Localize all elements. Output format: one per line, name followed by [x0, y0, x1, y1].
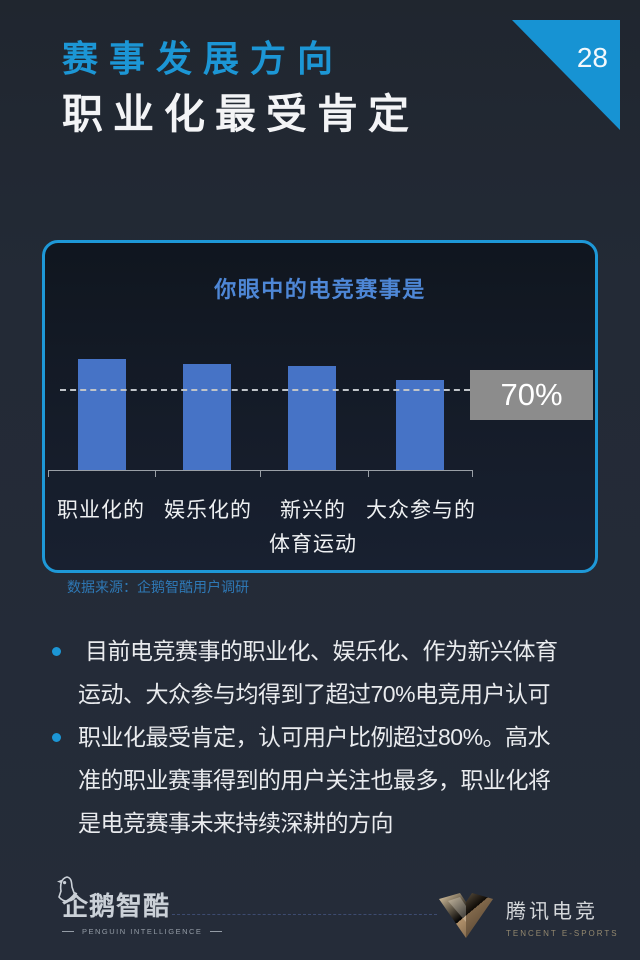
category-label: 新兴的 体育运动 [269, 499, 357, 556]
tencent-esports-logo: 腾讯电竞 TENCENT E-SPORTS [438, 892, 619, 940]
finding-text: 目前电竞赛事的职业化、娱乐化、作为新兴体育 运动、大众参与均得到了超过70%电竞… [78, 638, 558, 707]
chart-title: 你眼中的电竞赛事是 [214, 277, 426, 302]
footer-divider [172, 914, 437, 915]
category-label: 大众参与的 [366, 499, 476, 522]
chart-bar [78, 359, 126, 470]
reference-value-label: 70% [500, 377, 563, 412]
page-number: 28 [576, 42, 608, 73]
list-item: 职业化最受肯定，认可用户比例超过80%。高水 准的职业赛事得到的用户关注也最多，… [52, 716, 592, 845]
x-axis-tick [260, 471, 261, 477]
logo-tagline: PENGUIN INTELLIGENCE [58, 927, 226, 936]
logo-wordmark: 企鹅智酷 [57, 876, 226, 923]
reference-line [60, 389, 470, 391]
logo-text: 腾讯电竞 [506, 900, 598, 923]
chart-card: 你眼中的电竞赛事是 70% 职业化的 娱乐化的 新兴的 体育运动 大众参与的 [42, 240, 598, 573]
tagline-rule [210, 931, 223, 932]
penguin-intelligence-logo: 企鹅智酷 PENGUIN INTELLIGENCE [57, 876, 226, 936]
section-title: 赛事发展方向 [62, 38, 345, 79]
chart-bar [183, 364, 231, 470]
category-label: 职业化的 [57, 499, 145, 522]
bullet-dot-icon [52, 733, 61, 742]
category-label: 娱乐化的 [164, 499, 252, 522]
list-item: 目前电竞赛事的职业化、娱乐化、作为新兴体育 运动、大众参与均得到了超过70%电竞… [52, 630, 592, 716]
x-axis [48, 470, 473, 477]
bullet-dot-icon [52, 647, 61, 656]
bar-chart: 70% [45, 243, 595, 470]
logo-text: 企鹅智酷 [62, 891, 171, 921]
data-source-note: 数据来源：企鹅智酷用户调研 [67, 579, 249, 595]
reference-value-box: 70% [470, 370, 593, 420]
finding-text: 职业化最受肯定，认可用户比例超过80%。高水 准的职业赛事得到的用户关注也最多，… [78, 724, 551, 836]
chart-bar [396, 380, 444, 470]
x-axis-tick [472, 471, 473, 477]
v-emblem-icon [439, 893, 493, 938]
chart-bar [288, 366, 336, 470]
logo-tagline: TENCENT E-SPORTS [506, 928, 619, 938]
tagline-rule [62, 931, 74, 932]
penguin-icon [57, 876, 77, 902]
x-axis-tick [155, 471, 156, 477]
x-axis-tick [48, 471, 49, 477]
key-findings: 目前电竞赛事的职业化、娱乐化、作为新兴体育 运动、大众参与均得到了超过70%电竞… [52, 630, 592, 845]
page-number-corner: 28 [512, 20, 620, 130]
x-axis-tick [368, 471, 369, 477]
page-title: 职业化最受肯定 [62, 91, 419, 137]
